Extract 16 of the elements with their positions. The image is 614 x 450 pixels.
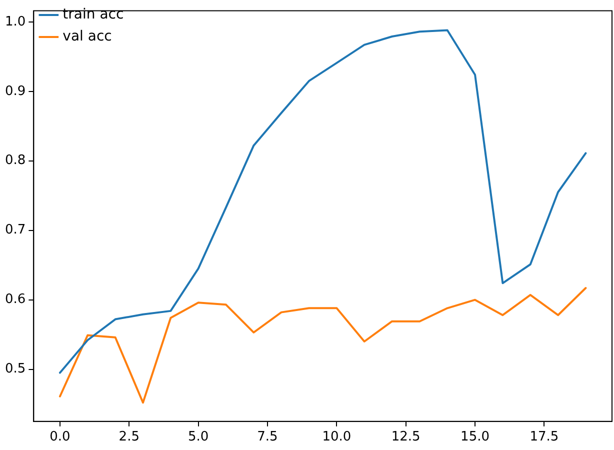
x-tick-label: 0.0 [50, 430, 70, 445]
y-tick-label: 1.0 [4, 14, 26, 30]
y-tick-label: 0.5 [4, 362, 26, 377]
x-tick-label: 7.5 [257, 430, 278, 445]
x-tick-label: 17.5 [530, 430, 559, 445]
x-tick-label: 2.5 [118, 430, 140, 445]
x-tick-label: 5.0 [188, 430, 209, 445]
legend-label: val acc [62, 28, 112, 45]
legend-label: train acc [62, 6, 124, 23]
x-tick-label: 12.5 [391, 430, 420, 445]
x-tick-label: 10.0 [322, 430, 352, 445]
x-tick-label: 15.0 [460, 430, 490, 445]
y-tick-label: 0.8 [4, 153, 26, 168]
y-tick-label: 0.6 [4, 292, 26, 308]
y-tick-label: 0.7 [4, 222, 26, 238]
y-tick-label: 0.9 [4, 84, 26, 99]
